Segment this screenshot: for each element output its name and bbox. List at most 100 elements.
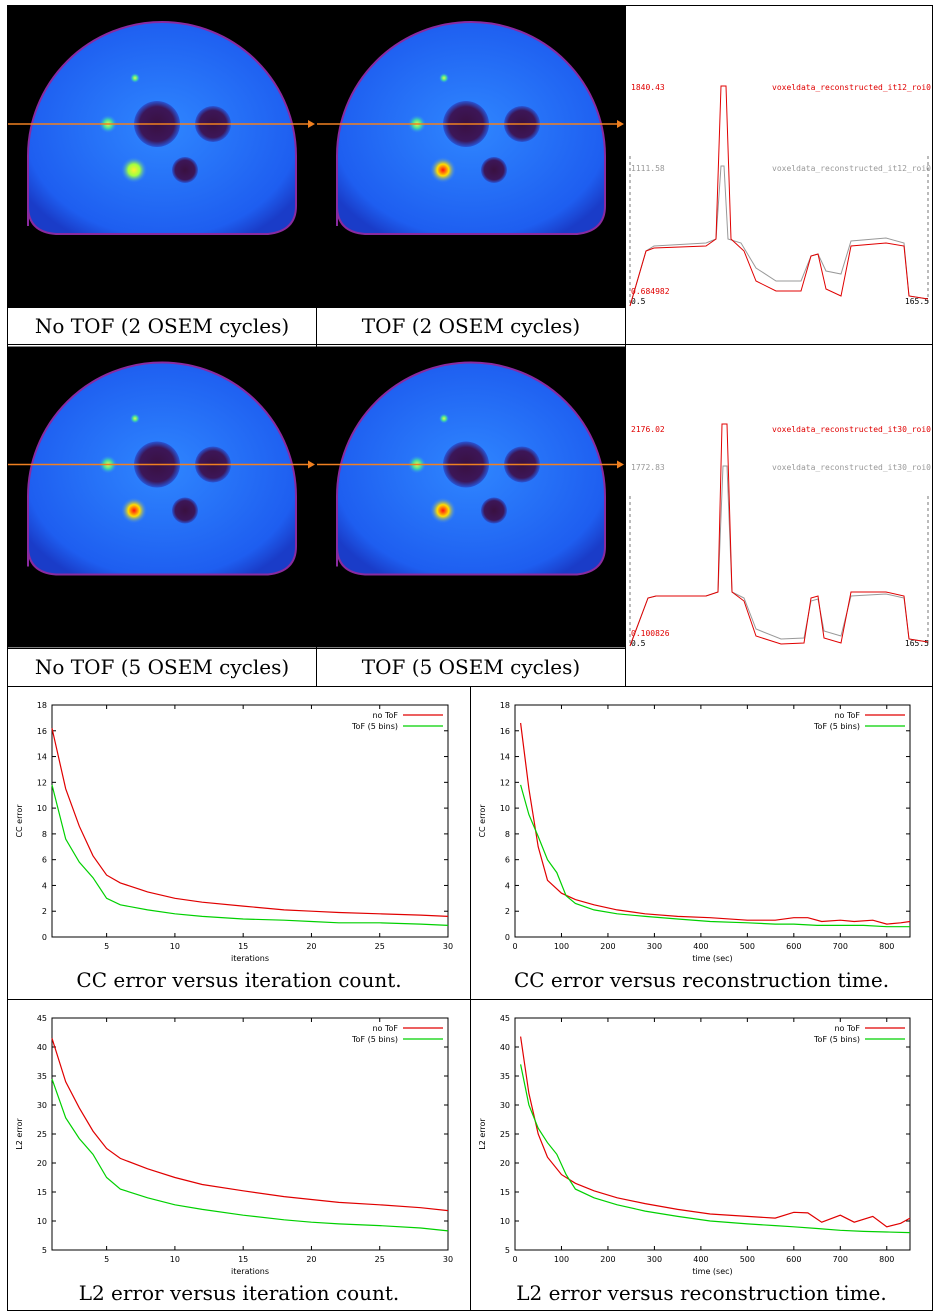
plot-frame xyxy=(51,1017,449,1251)
y-tick-label: 6 xyxy=(505,856,510,865)
y-tick-label: 40 xyxy=(500,1043,510,1052)
scan-tof-2 xyxy=(317,6,625,307)
grid-left xyxy=(7,5,8,1311)
x-tick-label: 0 xyxy=(512,1255,517,1264)
profile-x-max: 165.5 xyxy=(905,639,929,648)
x-tick-label: 0 xyxy=(512,942,517,951)
x-tick-label: 400 xyxy=(693,1255,708,1264)
profile-line-arrow xyxy=(617,460,624,469)
y-tick-label: 12 xyxy=(37,778,47,787)
cold-sphere-small xyxy=(172,157,198,183)
chart-cc-iterations: 0 2 4 6 8 10 12 14 16 18 5 10 15 20 25 30 iterations CC e… xyxy=(15,701,453,963)
series-line-no-tof xyxy=(51,728,449,917)
y-tick-label: 10 xyxy=(37,1217,47,1226)
caption-tof-5: TOF (5 OSEM cycles) xyxy=(361,655,581,679)
series-line-tof xyxy=(520,1064,911,1234)
y-tick-label: 10 xyxy=(500,804,510,813)
series-line-no-tof xyxy=(520,1036,911,1228)
grid-mid xyxy=(470,686,471,1311)
profile-red-curve xyxy=(629,85,929,307)
legend-label: no ToF xyxy=(372,1024,398,1033)
x-axis-label: iterations xyxy=(231,1267,269,1276)
profile-plot-1: 1840.43 voxeldata_reconstructed_it12_roi… xyxy=(629,83,931,307)
plot-frame xyxy=(514,704,911,938)
legend-label: ToF (5 bins) xyxy=(351,722,398,731)
y-tick-label: 30 xyxy=(37,1101,47,1110)
caption-l2-iterations: L2 error versus iteration count. xyxy=(78,1281,400,1305)
caption-no-tof-5: No TOF (5 OSEM cycles) xyxy=(34,655,290,679)
x-tick-label: 800 xyxy=(879,942,894,951)
x-axis-label: time (sec) xyxy=(692,954,732,963)
y-axis-label: CC error xyxy=(478,804,487,838)
profile-grey-max: 1111.58 xyxy=(631,164,665,173)
x-tick-label: 20 xyxy=(306,1255,316,1264)
profile-line-arrow xyxy=(617,120,624,128)
y-tick-label: 45 xyxy=(500,1014,510,1023)
y-tick-label: 20 xyxy=(500,1159,510,1168)
caption-no-tof-2: No TOF (2 OSEM cycles) xyxy=(34,314,290,338)
hot-sphere-tiny xyxy=(439,73,449,83)
y-tick-label: 0 xyxy=(42,933,47,942)
y-tick-label: 16 xyxy=(500,727,510,736)
grid-col2 xyxy=(625,5,626,686)
grid-top xyxy=(7,5,933,6)
y-tick-label: 25 xyxy=(37,1130,47,1139)
plot-frame xyxy=(514,1017,911,1251)
x-tick-label: 600 xyxy=(786,942,801,951)
x-tick-label: 300 xyxy=(647,1255,662,1264)
x-tick-label: 100 xyxy=(554,1255,569,1264)
cold-sphere-small xyxy=(172,497,198,524)
x-tick-label: 300 xyxy=(647,942,662,951)
y-tick-label: 25 xyxy=(500,1130,510,1139)
hot-sphere-large xyxy=(121,497,147,524)
profile-x-min: 0.5 xyxy=(631,297,646,306)
caption-tof-2: TOF (2 OSEM cycles) xyxy=(361,314,581,338)
hot-sphere-tiny xyxy=(439,413,449,424)
hot-sphere-tiny xyxy=(130,73,140,83)
x-tick-label: 30 xyxy=(443,1255,453,1264)
series-line-tof xyxy=(520,784,910,928)
cold-sphere-small xyxy=(481,157,507,183)
chart-l2-iterations: 5 10 15 20 25 30 35 40 45 5 10 15 20 25 30 iterations L2… xyxy=(15,1014,453,1276)
y-axis-label: CC error xyxy=(15,804,24,838)
x-tick-label: 10 xyxy=(170,942,180,951)
y-tick-label: 18 xyxy=(500,701,510,710)
x-tick-label: 200 xyxy=(600,942,615,951)
cold-sphere-small xyxy=(481,497,507,524)
caption-cc-time: CC error versus reconstruction time. xyxy=(513,968,890,992)
y-tick-label: 4 xyxy=(505,881,510,890)
grid-r2-img xyxy=(7,648,625,649)
x-tick-label: 30 xyxy=(443,942,453,951)
profile-red-name: voxeldata_reconstructed_it12_roi0 xyxy=(772,83,931,92)
y-tick-label: 40 xyxy=(37,1043,47,1052)
legend-label: no ToF xyxy=(834,1024,860,1033)
profile-x-min: 0.5 xyxy=(631,639,646,648)
caption-cc-iterations: CC error versus iteration count. xyxy=(76,968,402,992)
x-tick-label: 5 xyxy=(104,942,109,951)
y-tick-label: 35 xyxy=(37,1072,47,1081)
chart-l2-time: 5 10 15 20 25 30 35 40 45 0 100 200 300 400 500 600 700 8… xyxy=(478,1014,911,1276)
grid-row1-bottom xyxy=(7,344,933,345)
y-tick-label: 2 xyxy=(505,907,510,916)
grid-r1-img xyxy=(7,307,625,308)
y-tick-label: 5 xyxy=(505,1246,510,1255)
hot-sphere-tiny xyxy=(130,413,140,424)
y-tick-label: 8 xyxy=(505,830,510,839)
x-tick-label: 500 xyxy=(740,942,755,951)
profile-plot-2: 2176.02 voxeldata_reconstructed_it30_roi… xyxy=(629,423,931,648)
hot-sphere-large xyxy=(430,157,456,183)
legend-label: no ToF xyxy=(834,711,860,720)
grid-col1 xyxy=(316,5,317,686)
profile-red-max: 2176.02 xyxy=(631,425,665,434)
x-axis-label: iterations xyxy=(231,954,269,963)
y-axis-label: L2 error xyxy=(15,1118,24,1150)
series-line-tof xyxy=(51,1078,449,1232)
y-tick-label: 14 xyxy=(37,753,47,762)
profile-grey-curve xyxy=(629,165,929,307)
x-tick-label: 700 xyxy=(833,1255,848,1264)
x-axis-label: time (sec) xyxy=(692,1267,732,1276)
x-tick-label: 200 xyxy=(600,1255,615,1264)
y-tick-label: 10 xyxy=(500,1217,510,1226)
caption-l2-time: L2 error versus reconstruction time. xyxy=(516,1281,887,1305)
y-tick-label: 2 xyxy=(42,907,47,916)
